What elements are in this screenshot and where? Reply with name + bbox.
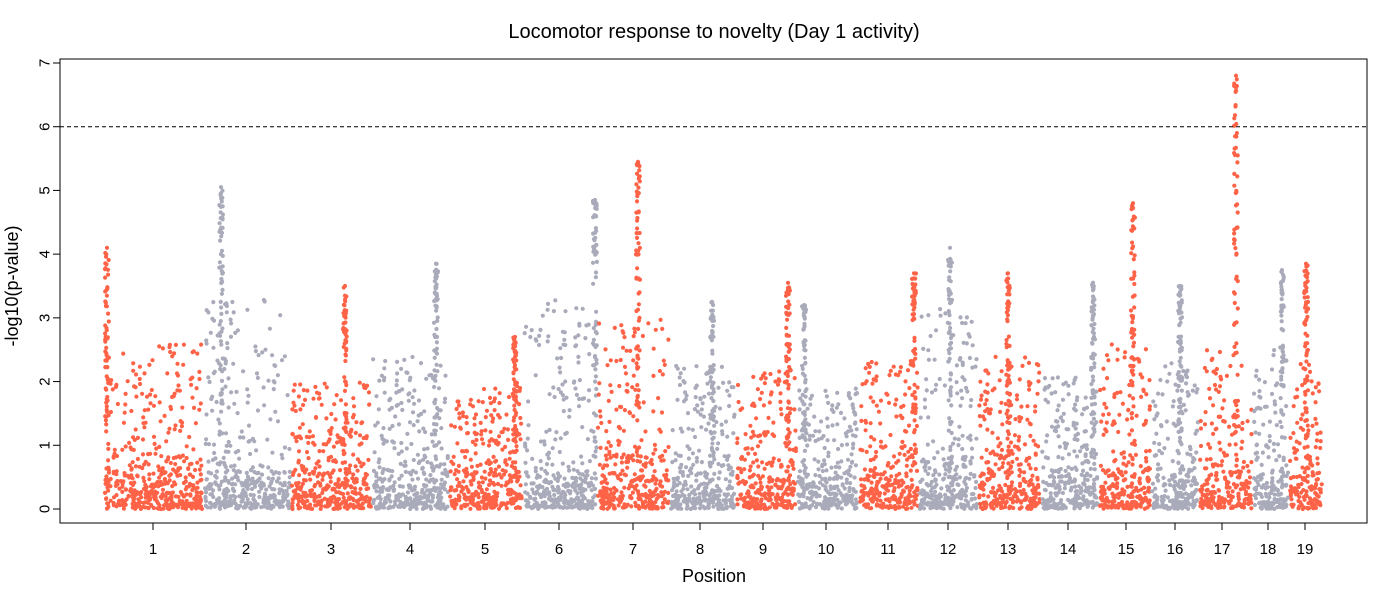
points-layer (102, 73, 1324, 512)
x-tick-label-chr-5: 5 (481, 541, 489, 558)
x-tick-label-chr-11: 11 (880, 541, 896, 558)
y-tick-label: 3 (37, 314, 54, 322)
x-tick-label-chr-2: 2 (242, 541, 250, 558)
chromosome-5-points (448, 334, 524, 511)
chromosome-3-points (289, 283, 373, 512)
chromosome-19-points (1288, 261, 1324, 512)
chromosome-15-snps (1098, 201, 1152, 511)
chromosome-11-points (858, 271, 921, 511)
chromosome-17-points (1197, 73, 1254, 511)
chromosome-9-snps (735, 280, 798, 512)
y-tick-label: 7 (37, 59, 54, 67)
chromosome-15-points (1098, 201, 1152, 511)
y-tick-label: 0 (37, 505, 54, 513)
y-tick-label: 1 (37, 441, 54, 449)
y-tick-label: 6 (37, 123, 54, 131)
x-tick-label-chr-4: 4 (406, 541, 414, 558)
chromosome-3-snps (289, 283, 373, 512)
chromosome-12-snps (918, 245, 979, 511)
x-tick-label-chr-1: 1 (149, 541, 157, 558)
chromosome-14-snps (1040, 280, 1100, 511)
chromosome-18-snps (1251, 267, 1291, 512)
x-tick-label-chr-3: 3 (327, 541, 335, 558)
x-tick-label-chr-15: 15 (1118, 541, 1135, 558)
chromosome-16-points (1150, 283, 1201, 511)
chromosome-9-points (735, 280, 798, 512)
chromosome-7-snps (595, 159, 671, 511)
chromosome-5-snps (448, 334, 524, 511)
x-axis-label: Position (682, 566, 746, 586)
x-tick-label-chr-8: 8 (696, 541, 704, 558)
chromosome-10-snps (795, 303, 860, 511)
chromosome-4-snps (371, 261, 450, 512)
chromosome-1-snps (102, 245, 205, 512)
x-tick-label-chr-6: 6 (555, 541, 563, 558)
x-tick-label-chr-13: 13 (1000, 541, 1017, 558)
chromosome-10-points (795, 303, 860, 511)
x-tick-label-chr-7: 7 (629, 541, 637, 558)
chromosome-8-points (669, 299, 737, 512)
y-tick-label: 2 (37, 377, 54, 385)
chromosome-18-points (1251, 267, 1291, 512)
x-tick-label-chr-17: 17 (1214, 541, 1231, 558)
chromosome-8-snps (669, 299, 737, 512)
chromosome-7-points (595, 159, 671, 511)
chromosome-11-snps (858, 271, 921, 511)
y-tick-label: 5 (37, 186, 54, 194)
chromosome-2-points (203, 185, 292, 511)
chromosome-16-snps (1150, 283, 1201, 511)
chromosome-13-points (977, 271, 1042, 512)
chromosome-6-snps (522, 197, 599, 511)
x-tick-label-chr-12: 12 (940, 541, 957, 558)
x-tick-label-chr-14: 14 (1060, 541, 1077, 558)
x-tick-label-chr-16: 16 (1167, 541, 1184, 558)
y-axis-label: -log10(p-value) (2, 225, 22, 346)
chromosome-1-points (102, 245, 205, 512)
chromosome-19-snps (1288, 261, 1324, 512)
chromosome-13-snps (977, 271, 1042, 512)
y-tick-label: 4 (37, 250, 54, 258)
plot-frame (59, 58, 1368, 524)
chart-title: Locomotor response to novelty (Day 1 act… (508, 21, 919, 43)
chromosome-12-points (918, 245, 979, 511)
chromosome-17-snps (1197, 73, 1254, 511)
x-tick-label-chr-18: 18 (1260, 541, 1277, 558)
x-tick-label-chr-10: 10 (818, 541, 835, 558)
chromosome-6-points (522, 197, 599, 511)
chromosome-14-points (1040, 280, 1100, 511)
chromosome-4-points (371, 261, 450, 512)
x-tick-label-chr-19: 19 (1297, 541, 1314, 558)
x-tick-label-chr-9: 9 (759, 541, 767, 558)
chromosome-2-snps (203, 185, 292, 511)
